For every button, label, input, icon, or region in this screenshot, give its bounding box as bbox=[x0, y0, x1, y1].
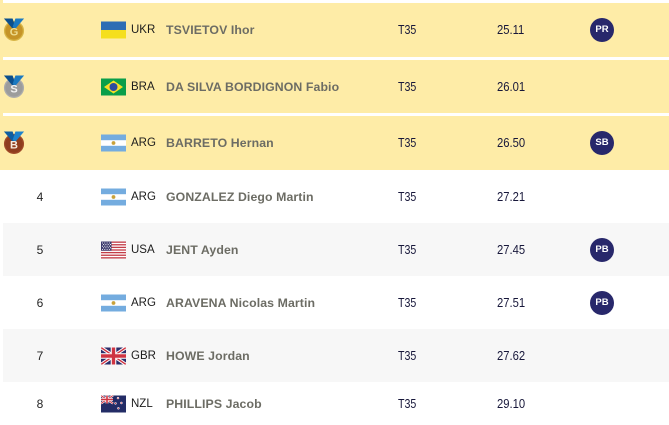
svg-text:S: S bbox=[10, 83, 17, 95]
svg-text:B: B bbox=[10, 140, 18, 152]
svg-text:G: G bbox=[10, 26, 19, 38]
